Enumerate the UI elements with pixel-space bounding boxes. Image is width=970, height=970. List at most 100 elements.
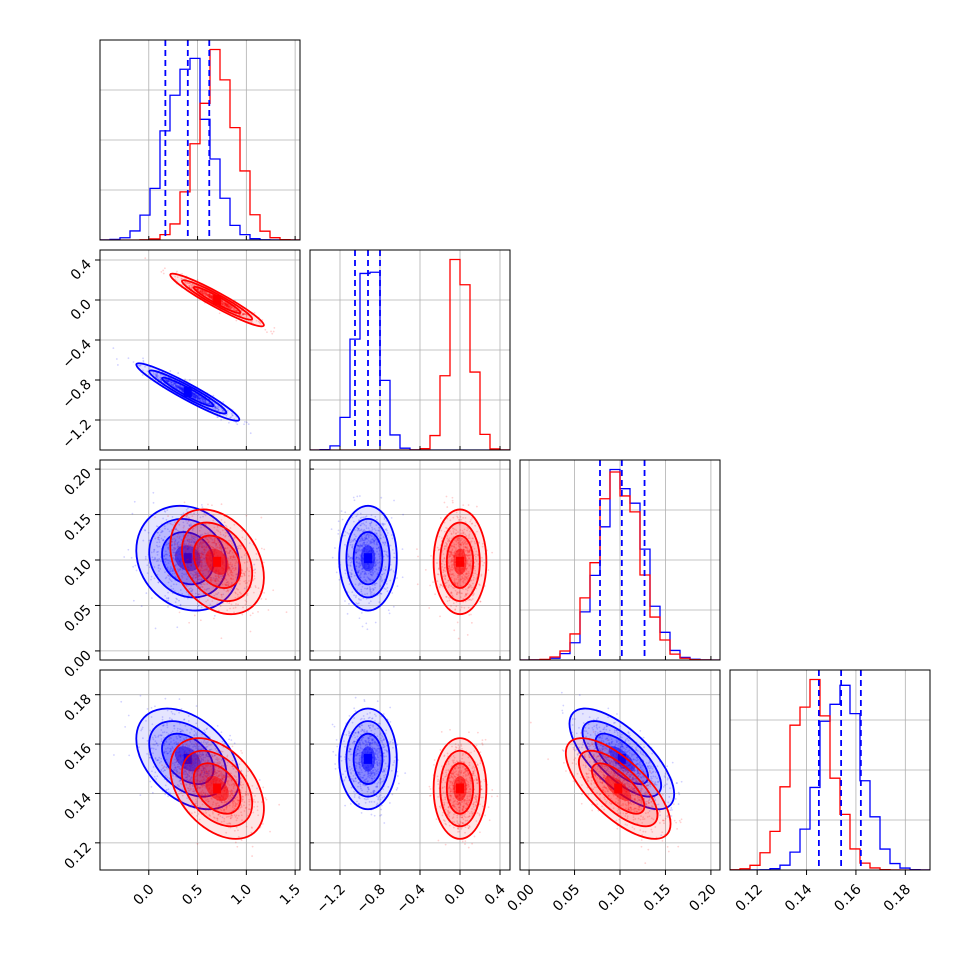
sample-point-blue [354, 596, 357, 599]
sample-point-blue [155, 373, 158, 376]
sample-point-blue [383, 544, 386, 546]
sample-point-blue [161, 731, 164, 734]
sample-point-red [267, 609, 270, 611]
sample-point-blue [170, 381, 173, 384]
sample-point-blue [193, 541, 196, 544]
sample-point-red [455, 547, 457, 549]
sample-point-blue [351, 546, 353, 549]
sample-point-red [229, 607, 231, 610]
sample-point-blue [228, 567, 231, 570]
sample-point-red [171, 540, 174, 543]
sample-point-red [221, 544, 224, 547]
sample-point-blue [358, 569, 361, 572]
sample-point-blue [204, 779, 207, 782]
sample-point-blue [212, 577, 215, 579]
sample-point-blue [363, 543, 366, 546]
sample-point-red [209, 574, 212, 577]
sample-point-blue [174, 761, 176, 764]
sample-point-red [201, 291, 204, 293]
sample-point-blue [197, 745, 200, 748]
sample-point-blue [226, 581, 229, 584]
sample-point-blue [150, 575, 153, 578]
sample-point-red [252, 579, 255, 581]
sample-point-red [220, 503, 223, 506]
sample-point-red [481, 545, 484, 548]
panel-1-0: 0.40.0−0.4−0.8−1.2 [59, 249, 301, 452]
sample-point-blue [163, 765, 166, 768]
sample-point-blue [195, 784, 198, 787]
sample-point-blue [370, 535, 373, 538]
sample-point-red [231, 558, 234, 561]
sample-point-red [469, 520, 472, 523]
sample-point-red [467, 550, 470, 553]
sample-point-blue [162, 724, 165, 726]
sample-point-red [447, 579, 450, 582]
sample-point-blue [364, 516, 367, 518]
sample-point-blue [358, 545, 361, 547]
sample-point-blue [173, 382, 176, 385]
sample-point-blue [178, 785, 180, 788]
sample-point-blue [168, 577, 171, 580]
sample-point-blue [205, 764, 208, 767]
sample-point-red [452, 545, 455, 548]
sample-point-blue [353, 499, 356, 502]
sample-point-red [199, 542, 202, 545]
sample-point-blue [160, 734, 163, 737]
sample-point-red [213, 541, 216, 544]
sample-point-red [217, 580, 220, 582]
sample-point-blue [202, 399, 205, 401]
sample-point-red [224, 584, 227, 586]
sample-point-red [226, 583, 229, 586]
sample-point-red [468, 598, 471, 601]
sample-point-red [229, 569, 232, 571]
sample-point-red [445, 526, 447, 529]
sample-point-blue [378, 549, 381, 551]
sample-point-blue [356, 550, 359, 553]
sample-point-blue [382, 568, 385, 570]
sample-point-red [470, 579, 473, 582]
sample-point-blue [156, 558, 159, 561]
sample-point-red [444, 577, 446, 580]
sample-point-red [266, 331, 268, 334]
sample-point-red [236, 561, 239, 564]
sample-point-blue [358, 562, 361, 565]
sample-point-red [220, 545, 223, 548]
sample-point-blue [165, 380, 168, 382]
sample-point-red [200, 555, 203, 558]
sample-point-red [234, 591, 237, 594]
sample-point-red [468, 550, 471, 553]
sample-point-blue [141, 374, 144, 376]
sample-point-blue [356, 561, 358, 563]
sample-point-blue [374, 529, 377, 532]
sample-point-red [205, 600, 208, 603]
panel-body-1-0 [100, 250, 300, 450]
sample-point-blue [199, 534, 202, 536]
sample-point-red [473, 554, 476, 557]
sample-point-blue [216, 405, 219, 408]
sample-point-red [455, 592, 458, 595]
sample-point-blue [375, 541, 378, 544]
sample-point-blue [370, 574, 373, 576]
sample-point-red [458, 519, 461, 521]
sample-point-red [199, 290, 202, 292]
sample-point-blue [375, 532, 377, 535]
sample-point-blue [172, 557, 175, 560]
sample-point-blue [211, 538, 214, 541]
sample-point-blue [157, 567, 160, 569]
sample-point-blue [196, 574, 199, 577]
sample-point-blue [151, 791, 154, 794]
sample-point-red [240, 314, 243, 317]
sample-point-red [229, 571, 232, 574]
sample-point-red [464, 546, 467, 549]
sample-point-blue [169, 522, 172, 525]
sample-point-blue [204, 402, 207, 404]
sample-point-blue [198, 754, 200, 757]
sample-point-red [231, 574, 233, 576]
sample-point-blue [148, 539, 151, 542]
panel-3-0: 0.0 0.5 1.0 1.50.180.160.140.12 [61, 669, 304, 909]
sample-point-blue [221, 740, 224, 743]
sample-point-red [234, 564, 236, 567]
sample-point-blue [162, 539, 165, 542]
sample-point-blue [132, 361, 135, 363]
sample-point-blue [186, 539, 189, 542]
